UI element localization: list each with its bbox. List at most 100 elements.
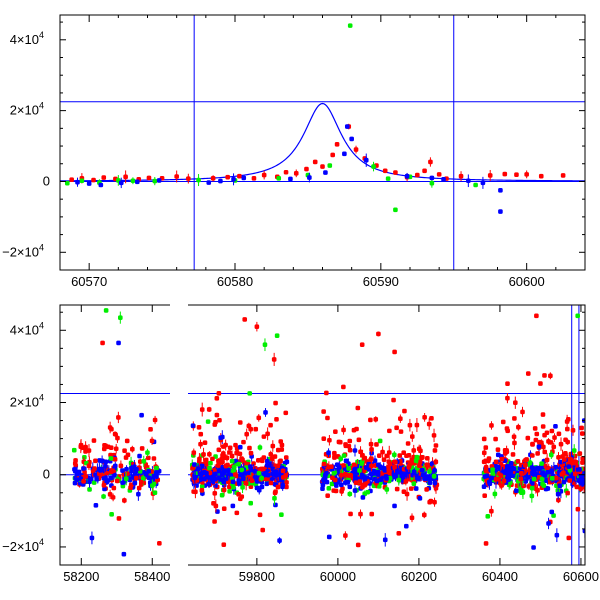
red-point [279,447,285,452]
red-point [424,487,429,492]
blue-point [495,464,501,470]
red-point [414,172,420,178]
green-outlier-point [575,313,581,319]
red-point [146,175,152,181]
red-point [221,506,227,511]
blue-point [417,495,423,501]
red-point [384,453,390,459]
red-point [562,457,567,462]
green-point [64,180,70,186]
red-point [114,478,120,484]
green-point [82,454,87,460]
red-point [111,485,117,491]
red-point [225,174,231,180]
blue-point [484,473,490,479]
red-point [139,446,145,451]
red-point [565,426,570,432]
red-point [482,493,487,499]
blue-point [561,479,567,485]
red-point [553,475,559,481]
blue-point [513,488,519,493]
red-point [382,168,388,174]
bottom-panel-frame [59,304,586,566]
red-point [538,381,543,386]
green-point [219,492,225,498]
green-point [341,453,347,458]
top-panel: −2×104 0 2×104 4×104 60570 60580 60590 60600 [2,14,586,289]
red-point [336,439,342,445]
blue-point [237,444,243,450]
green-point [108,456,114,461]
green-point [87,487,92,492]
red-point [196,424,202,430]
red-point [355,405,361,411]
blue-point [339,482,344,488]
red-point [386,459,392,465]
red-point [532,426,538,431]
top-axes: −2×104 0 2×104 4×104 60570 60580 60590 60600 [2,15,586,289]
blue-point [198,471,204,477]
blue-point [481,484,487,489]
red-point [369,511,375,517]
blue-point [402,472,408,477]
top-ytick-label: 4×104 [10,30,44,47]
red-outlier-point [392,349,397,355]
blue-point [324,470,329,476]
bottom-xtick-label: 58200 [63,569,99,584]
red-point [515,459,521,464]
red-point [138,480,144,485]
red-point [481,436,487,442]
red-point [565,417,571,422]
red-point [91,438,97,443]
blue-point [238,472,243,478]
red-point [103,443,108,449]
blue-point [322,476,328,481]
blue-point [199,463,205,469]
blue-point [101,476,107,481]
red-point [251,461,256,466]
red-point [199,487,205,493]
red-point [260,527,266,533]
red-point [493,436,498,442]
green-point [331,471,337,476]
red-point [247,445,252,451]
red-point [495,447,501,452]
bottom-ytick-label: 4×104 [10,320,44,337]
red-point [397,453,403,458]
top-xtick-label: 60600 [509,274,545,289]
red-point [331,488,337,493]
blue-point [273,469,279,474]
blue-point [146,475,152,481]
red-point [202,440,208,445]
blue-point [558,459,563,465]
red-point [386,467,392,473]
red-point [356,437,362,443]
red-point [216,391,222,396]
bottom-xtick-label: 60600 [563,569,599,584]
blue-point [218,435,223,441]
blue-point [506,464,512,470]
blue-point [375,472,381,477]
red-point [214,395,220,401]
green-point [279,512,284,517]
red-point [233,472,238,477]
red-point [538,173,544,179]
red-point [253,426,259,432]
green-point [256,470,262,476]
red-point [481,459,487,465]
red-point [220,453,225,458]
red-point [565,490,570,496]
red-point [533,437,539,443]
blue-point [517,466,523,471]
red-point [486,456,492,461]
green-point [376,484,382,489]
blue-point [151,473,157,479]
red-point [237,451,243,457]
blue-point [507,469,512,474]
red-point [268,480,274,486]
blue-point [411,469,417,475]
green-outlier-point [274,333,280,338]
green-point [248,500,254,506]
red-point [346,473,352,478]
red-point [428,498,434,504]
